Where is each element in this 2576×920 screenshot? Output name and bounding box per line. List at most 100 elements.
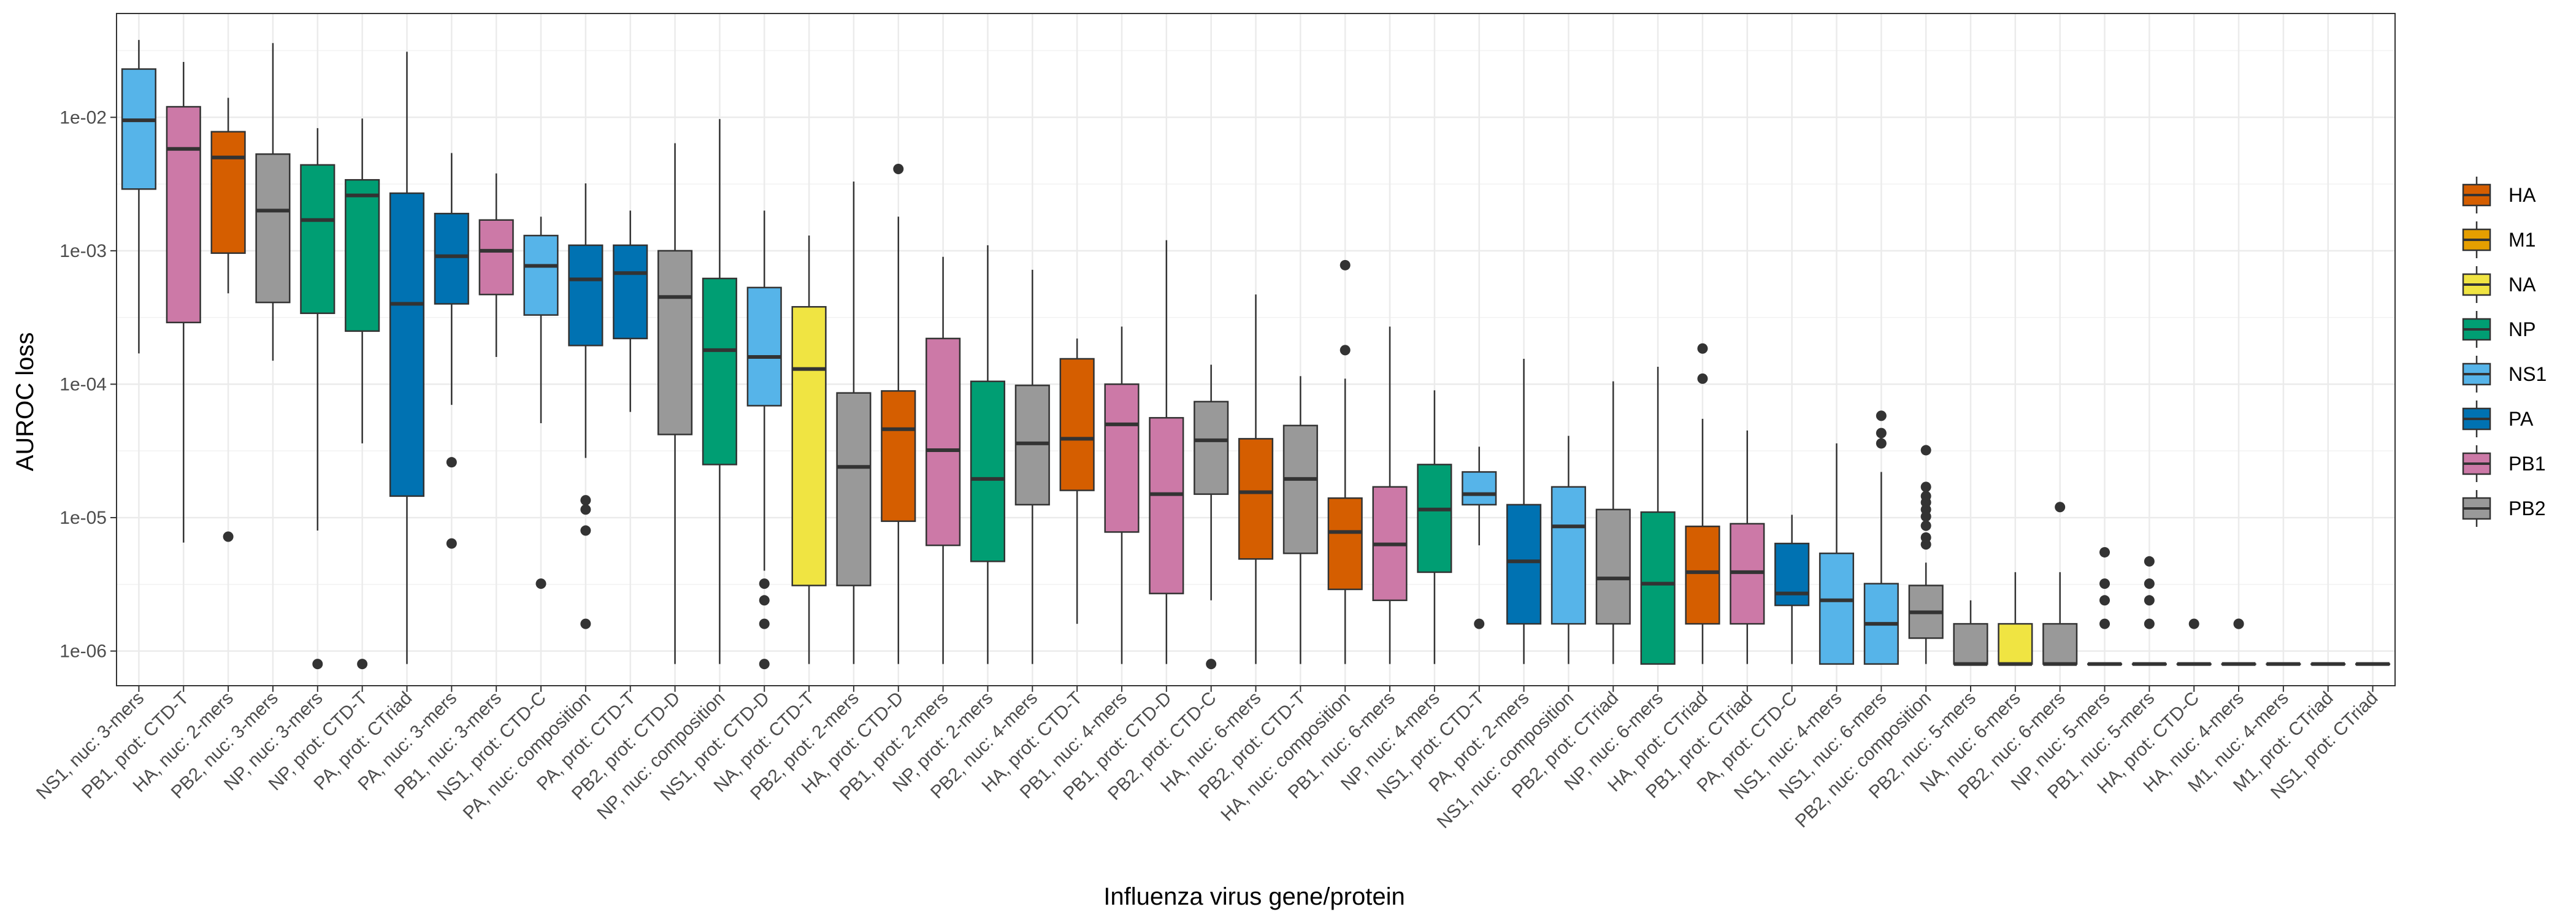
box-np-nuc-4-mers	[1417, 390, 1452, 664]
box-ha-prot-ctd-t	[1059, 338, 1095, 624]
box-iqr	[1506, 504, 1542, 625]
box-pb1-nuc-6-mers	[1372, 326, 1408, 664]
box-iqr	[881, 390, 916, 523]
outlier-point	[1340, 345, 1351, 356]
legend-item-pb1: PB1	[2462, 445, 2545, 482]
box-ns1-nuc-3-mers	[121, 40, 156, 354]
box-iqr	[926, 337, 961, 546]
box-ns1-nuc-4-mers	[1819, 443, 1855, 665]
box-ha-nuc-composition	[1327, 259, 1363, 664]
outlier-point	[1920, 491, 1931, 502]
box-np-prot-ctd-t	[345, 118, 380, 670]
box-iqr	[166, 105, 201, 324]
box-iqr	[1774, 542, 1810, 607]
box-iqr	[568, 244, 604, 347]
box-np-nuc-5-mers	[2087, 546, 2123, 666]
box-np-nuc-6-mers	[1640, 367, 1676, 665]
box-pb2-prot-ctd-c	[1194, 364, 1229, 670]
legend-item-pa: PA	[2462, 401, 2534, 437]
outlier-point	[1920, 520, 1931, 531]
legend-label: NA	[2509, 274, 2536, 296]
box-ns1-prot-ctd-t	[1462, 447, 1497, 629]
outlier-point	[1876, 410, 1887, 421]
box-iqr	[345, 178, 380, 332]
outlier-point	[2099, 618, 2110, 629]
y-tick-label: 1e-02	[59, 107, 107, 128]
box-np-nuc-3-mers	[300, 128, 335, 670]
outlier-point	[580, 495, 591, 506]
box-iqr	[1685, 525, 1720, 625]
outlier-point	[759, 578, 770, 589]
outlier-point	[2099, 595, 2110, 606]
box-ha-prot-ctd-c	[2176, 618, 2212, 666]
outlier-point	[1206, 659, 1217, 670]
legend-item-m1: M1	[2462, 221, 2536, 258]
box-iqr	[1194, 401, 1229, 495]
outlier-point	[2099, 546, 2110, 558]
box-pa-nuc-3-mers	[434, 153, 469, 549]
box-pb1-prot-ctd-t	[166, 62, 201, 543]
box-pa-prot-2-mers	[1506, 358, 1542, 664]
legend-item-ns1: NS1	[2462, 356, 2547, 393]
box-np-nuc-composition	[702, 119, 737, 664]
outlier-point	[446, 457, 457, 468]
box-iqr	[702, 277, 737, 466]
outlier-point	[759, 595, 770, 606]
box-ha-prot-ctriad	[1685, 343, 1720, 664]
outlier-point	[759, 618, 770, 629]
box-na-prot-ctd-t	[791, 236, 827, 664]
outlier-point	[1474, 618, 1485, 629]
box-pb2-prot-ctd-d	[657, 143, 693, 664]
box-pb2-nuc-composition	[1908, 445, 1944, 664]
box-iqr	[434, 212, 469, 305]
box-iqr	[1998, 623, 2033, 665]
box-pb2-nuc-3-mers	[255, 43, 291, 361]
y-axis-title: AUROC loss	[12, 332, 39, 472]
box-iqr	[1462, 471, 1497, 506]
legend-item-ha: HA	[2462, 177, 2536, 213]
box-iqr	[300, 164, 335, 315]
box-ns1-nuc-composition	[1551, 435, 1586, 664]
y-tick-label: 1e-03	[59, 241, 107, 261]
outlier-point	[893, 164, 904, 175]
box-pb1-prot-ctd-d	[1149, 240, 1184, 664]
outlier-point	[1697, 373, 1708, 384]
box-iqr	[1819, 552, 1855, 665]
y-tick-label: 1e-05	[59, 508, 107, 528]
outlier-point	[2144, 618, 2155, 629]
legend-label: PB1	[2509, 453, 2545, 475]
outlier-point	[2144, 578, 2155, 589]
outlier-point	[2099, 578, 2110, 589]
box-iqr	[121, 68, 156, 190]
box-pa-prot-ctd-c	[1774, 515, 1810, 664]
box-iqr	[836, 392, 872, 586]
y-tick-label: 1e-06	[59, 642, 107, 662]
box-pb2-prot-ctriad	[1595, 381, 1631, 664]
box-pb2-prot-ctd-t	[1282, 376, 1318, 664]
box-pa-prot-ctd-t	[613, 210, 648, 412]
outlier-point	[2233, 618, 2244, 629]
legend-item-pb2: PB2	[2462, 490, 2545, 527]
legend-item-na: NA	[2462, 266, 2536, 303]
boxes	[121, 40, 2391, 670]
legend-label: HA	[2509, 184, 2536, 206]
box-na-nuc-6-mers	[1998, 572, 2033, 666]
outlier-point	[1697, 343, 1708, 354]
outlier-point	[312, 659, 323, 670]
outlier-point	[2188, 618, 2199, 629]
box-iqr	[389, 192, 425, 497]
box-iqr	[2042, 623, 2078, 665]
box-iqr	[791, 306, 827, 586]
box-iqr	[1282, 424, 1318, 554]
outlier-point	[357, 659, 368, 670]
box-ha-nuc-4-mers	[2221, 618, 2256, 666]
box-iqr	[523, 234, 559, 316]
box-iqr	[746, 286, 782, 407]
legend-label: PB2	[2509, 497, 2545, 519]
box-iqr	[1595, 508, 1631, 625]
box-ns1-prot-ctd-c	[523, 217, 559, 589]
box-iqr	[1953, 623, 1988, 665]
outlier-point	[2144, 556, 2155, 567]
box-iqr	[210, 131, 246, 254]
outlier-point	[580, 618, 591, 629]
